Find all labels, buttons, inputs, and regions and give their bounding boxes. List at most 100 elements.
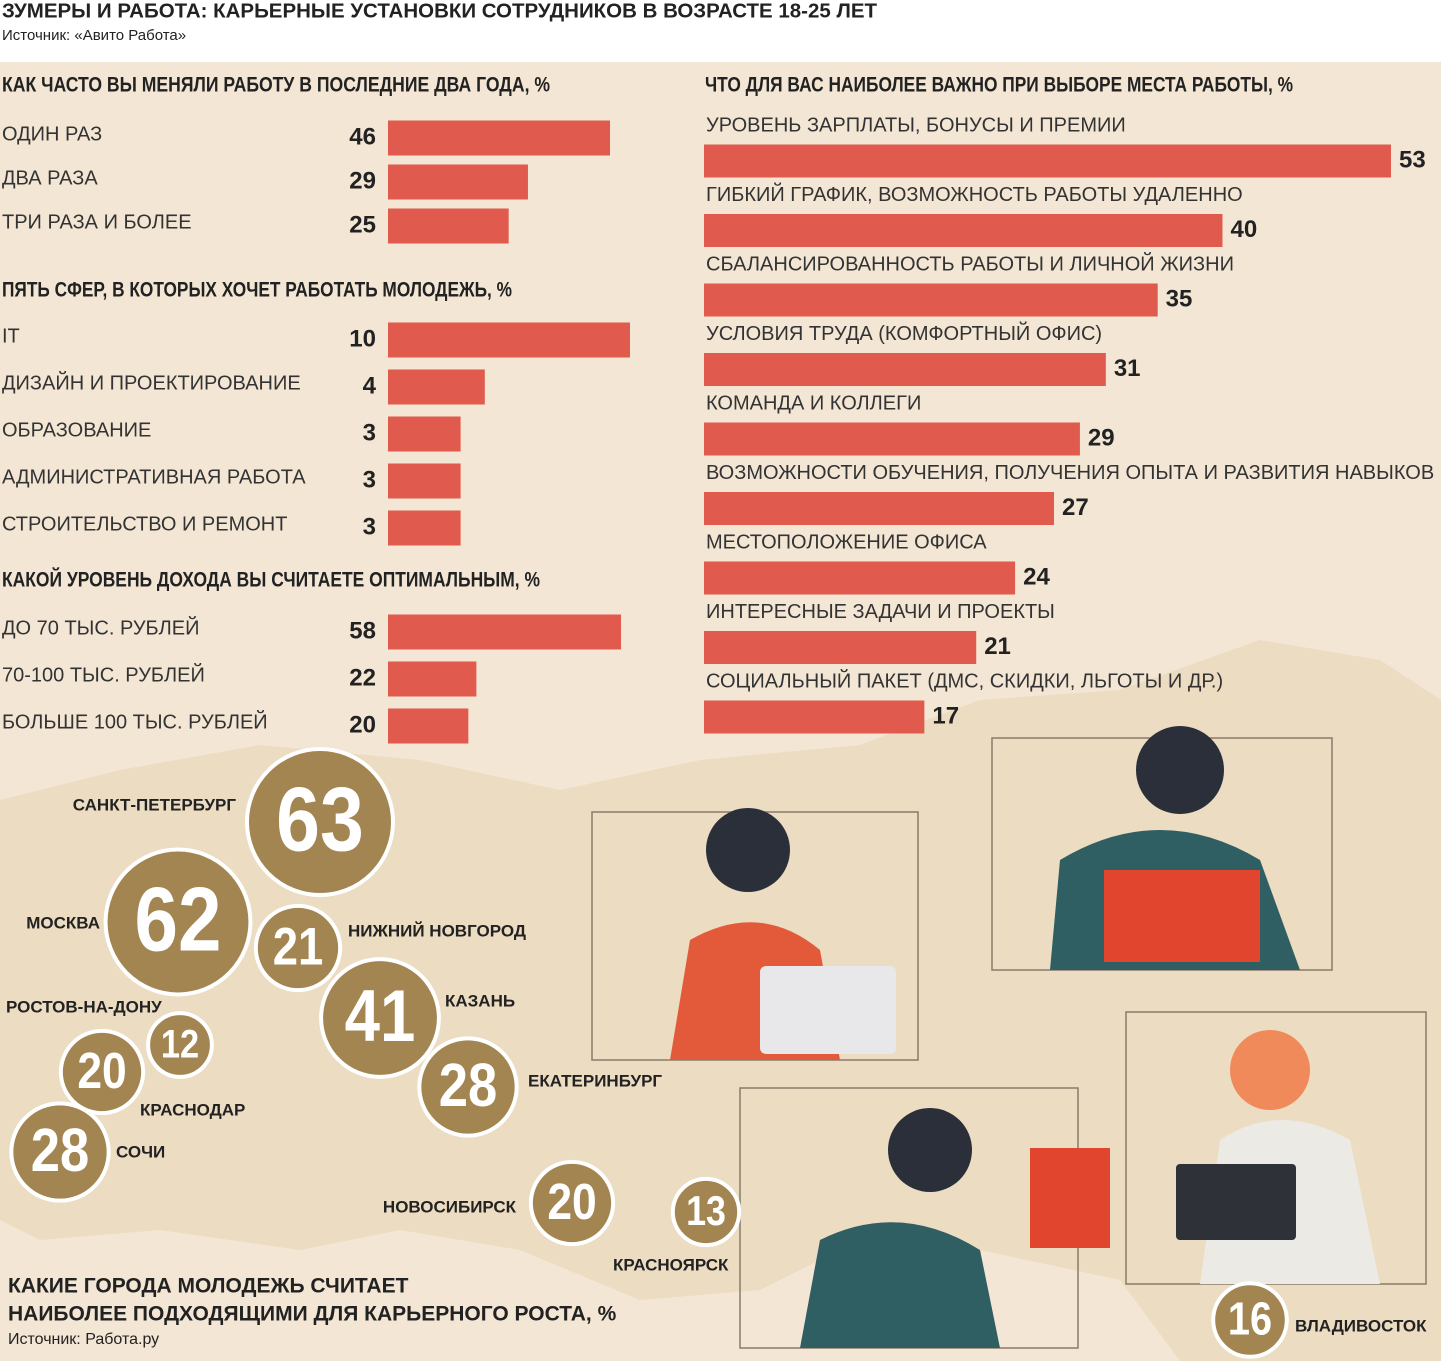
category-label: БОЛЬШЕ 100 ТЫС. РУБЛЕЙ	[2, 709, 268, 733]
value-label: 20	[349, 711, 376, 738]
city-label: МОСКВА	[26, 913, 100, 932]
value-label: 3	[363, 513, 376, 540]
category-label: ДВА РАЗА	[2, 167, 98, 189]
category-label: ОБРАЗОВАНИЕ	[2, 419, 151, 441]
book	[1104, 870, 1260, 962]
category-label: МЕСТОПОЛОЖЕНИЕ ОФИСА	[706, 531, 987, 553]
bubble-value: 63	[276, 768, 364, 870]
chart-title: ПЯТЬ СФЕР, В КОТОРЫХ ХОЧЕТ РАБОТАТЬ МОЛО…	[2, 279, 512, 302]
value-label: 4	[363, 372, 377, 399]
bar	[388, 510, 461, 546]
bar	[388, 369, 485, 405]
bubble	[146, 1011, 214, 1079]
person	[888, 1108, 972, 1192]
category-label: ОДИН РАЗ	[2, 123, 102, 145]
bar	[388, 322, 630, 358]
bar	[388, 416, 461, 452]
chart-title: НАИБОЛЕЕ ПОДХОДЯЩИМИ ДЛЯ КАРЬЕРНОГО РОСТ…	[8, 1303, 617, 1326]
bubble	[244, 746, 396, 898]
value-label: 25	[349, 211, 376, 238]
value-label: 17	[932, 702, 959, 729]
bar	[704, 144, 1391, 178]
category-label: УСЛОВИЯ ТРУДА (КОМФОРТНЫЙ ОФИС)	[706, 321, 1102, 345]
city-label: КРАСНОДАР	[140, 1100, 245, 1119]
bubble-value: 28	[31, 1116, 89, 1184]
bubble-value: 12	[161, 1022, 199, 1066]
bubble	[319, 957, 441, 1079]
bar	[388, 708, 469, 744]
bar	[704, 561, 1016, 595]
chart-title: КАКИЕ ГОРОДА МОЛОДЕЖЬ СЧИТАЕТ	[8, 1275, 409, 1298]
bubble-value: 28	[439, 1051, 497, 1119]
value-label: 10	[349, 325, 376, 352]
value-label: 3	[363, 466, 376, 493]
bubble	[9, 1101, 111, 1203]
bar	[704, 283, 1158, 317]
value-label: 29	[1088, 424, 1115, 451]
bar	[704, 492, 1054, 525]
city-label: КАЗАНЬ	[445, 991, 515, 1010]
chart-source: Источник: Работа.ру	[8, 1331, 159, 1348]
value-label: 31	[1114, 355, 1141, 382]
value-label: 29	[349, 167, 376, 194]
bubble	[670, 1176, 742, 1248]
city-label: ЕКАТЕРИНБУРГ	[528, 1071, 662, 1090]
value-label: 58	[349, 617, 376, 644]
bubble-value: 16	[1228, 1292, 1272, 1344]
category-label: УРОВЕНЬ ЗАРПЛАТЫ, БОНУСЫ И ПРЕМИИ	[706, 114, 1126, 136]
city-label: РОСТОВ-НА-ДОНУ	[6, 997, 162, 1016]
value-label: 27	[1062, 494, 1089, 521]
value-label: 53	[1399, 146, 1426, 173]
value-label: 21	[984, 633, 1011, 660]
city-label: СОЧИ	[116, 1142, 165, 1161]
category-label: КОМАНДА И КОЛЛЕГИ	[706, 392, 921, 414]
category-label: АДМИНИСТРАТИВНАЯ РАБОТА	[2, 466, 306, 488]
city-label: НОВОСИБИРСК	[383, 1197, 517, 1216]
person	[1136, 726, 1224, 814]
laptop	[760, 966, 896, 1054]
city-label: САНКТ-ПЕТЕРБУРГ	[73, 795, 237, 814]
bubble-value: 62	[135, 869, 222, 970]
tablet	[1176, 1164, 1296, 1240]
category-label: СТРОИТЕЛЬСТВО И РЕМОНТ	[2, 513, 287, 535]
value-label: 22	[349, 664, 376, 691]
bar	[388, 463, 461, 499]
bubble	[253, 903, 343, 993]
person	[1230, 1030, 1310, 1110]
category-label: СБАЛАНСИРОВАННОСТЬ РАБОТЫ И ЛИЧНОЙ ЖИЗНИ	[706, 251, 1234, 275]
value-label: 40	[1230, 216, 1257, 243]
page-title: ЗУМЕРЫ И РАБОТА: КАРЬЕРНЫЕ УСТАНОВКИ СОТ…	[2, 0, 877, 22]
chart-title: КАК ЧАСТО ВЫ МЕНЯЛИ РАБОТУ В ПОСЛЕДНИЕ Д…	[2, 74, 550, 97]
bar	[704, 214, 1223, 247]
category-label: ДО 70 ТЫС. РУБЛЕЙ	[2, 615, 200, 639]
bubble	[417, 1036, 519, 1138]
city-label: ВЛАДИВОСТОК	[1295, 1316, 1427, 1335]
category-label: ВОЗМОЖНОСТИ ОБУЧЕНИЯ, ПОЛУЧЕНИЯ ОПЫТА И …	[706, 462, 1434, 484]
category-label: ИНТЕРЕСНЫЕ ЗАДАЧИ И ПРОЕКТЫ	[706, 601, 1055, 623]
chart-title: КАКОЙ УРОВЕНЬ ДОХОДА ВЫ СЧИТАЕТЕ ОПТИМАЛ…	[2, 568, 540, 592]
bubble-value: 20	[77, 1041, 126, 1099]
value-label: 46	[349, 123, 376, 150]
category-label: ДИЗАЙН И ПРОЕКТИРОВАНИЕ	[2, 370, 301, 394]
chart-title: ЧТО ДЛЯ ВАС НАИБОЛЕЕ ВАЖНО ПРИ ВЫБОРЕ МЕ…	[705, 74, 1293, 97]
bar	[704, 353, 1106, 386]
person	[706, 808, 790, 892]
bubble	[58, 1028, 146, 1116]
bubble-value: 13	[686, 1187, 726, 1234]
bubble	[528, 1159, 616, 1247]
bubble-value: 20	[547, 1172, 596, 1230]
bubble-value: 21	[273, 917, 324, 976]
city-label: НИЖНИЙ НОВГОРОД	[348, 921, 526, 940]
bar	[388, 164, 528, 200]
page-source: Источник: «Авито Работа»	[2, 27, 186, 44]
category-label: 70-100 ТЫС. РУБЛЕЙ	[2, 662, 205, 686]
bar	[388, 661, 477, 697]
value-label: 24	[1023, 563, 1050, 590]
bar	[388, 120, 610, 156]
category-label: IT	[2, 325, 20, 347]
bar	[388, 614, 621, 650]
bar	[704, 631, 977, 664]
value-label: 3	[363, 419, 376, 446]
category-label: ГИБКИЙ ГРАФИК, ВОЗМОЖНОСТЬ РАБОТЫ УДАЛЕН…	[706, 182, 1243, 206]
